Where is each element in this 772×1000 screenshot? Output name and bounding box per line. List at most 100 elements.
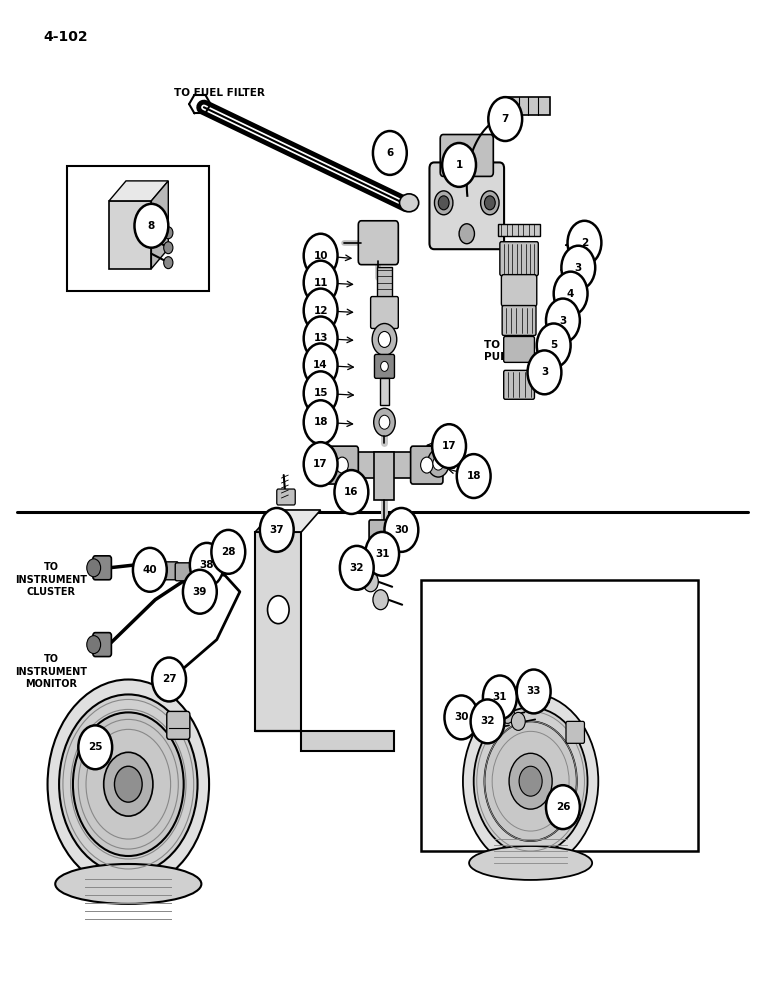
- Text: 12: 12: [313, 306, 328, 316]
- Circle shape: [59, 694, 198, 874]
- Bar: [342, 452, 427, 478]
- Circle shape: [268, 596, 289, 624]
- Circle shape: [435, 191, 453, 215]
- Circle shape: [260, 508, 293, 552]
- Circle shape: [381, 361, 388, 371]
- Circle shape: [428, 449, 449, 477]
- Circle shape: [363, 572, 378, 592]
- FancyBboxPatch shape: [369, 520, 400, 542]
- FancyBboxPatch shape: [326, 446, 358, 484]
- Text: 18: 18: [313, 417, 328, 427]
- Bar: [374, 452, 394, 500]
- Text: 2: 2: [581, 238, 588, 248]
- Text: 17: 17: [313, 459, 328, 469]
- Text: 10: 10: [313, 251, 328, 261]
- Polygon shape: [256, 510, 320, 532]
- Polygon shape: [256, 532, 301, 731]
- Text: 15: 15: [313, 388, 328, 398]
- Bar: [421, 580, 698, 851]
- Text: 25: 25: [88, 742, 103, 752]
- Circle shape: [546, 785, 580, 829]
- Circle shape: [471, 699, 504, 743]
- Circle shape: [190, 543, 224, 587]
- Polygon shape: [256, 731, 394, 751]
- Text: 33: 33: [527, 686, 541, 696]
- Circle shape: [483, 676, 516, 719]
- Circle shape: [433, 456, 444, 470]
- Circle shape: [459, 224, 475, 244]
- FancyBboxPatch shape: [93, 633, 111, 657]
- FancyBboxPatch shape: [167, 711, 190, 739]
- Text: 11: 11: [313, 278, 328, 288]
- Text: 3: 3: [559, 316, 567, 326]
- Text: 30: 30: [394, 525, 408, 535]
- Text: TO FUEL FILTER: TO FUEL FILTER: [174, 88, 266, 98]
- Circle shape: [561, 246, 595, 290]
- Circle shape: [303, 400, 337, 444]
- Circle shape: [463, 693, 598, 869]
- Circle shape: [86, 636, 100, 654]
- Text: 1: 1: [455, 160, 462, 170]
- Bar: [380, 378, 389, 405]
- Circle shape: [511, 712, 525, 730]
- Text: 28: 28: [221, 547, 235, 557]
- Circle shape: [73, 712, 184, 856]
- Ellipse shape: [399, 194, 418, 212]
- Circle shape: [457, 454, 491, 498]
- Circle shape: [525, 695, 539, 713]
- Circle shape: [486, 718, 499, 736]
- Bar: [506, 97, 550, 115]
- FancyBboxPatch shape: [502, 306, 536, 335]
- Bar: [497, 224, 540, 236]
- Circle shape: [303, 289, 337, 332]
- Circle shape: [537, 323, 571, 367]
- FancyBboxPatch shape: [501, 275, 537, 307]
- Circle shape: [134, 204, 168, 248]
- FancyBboxPatch shape: [503, 336, 534, 362]
- Text: 5: 5: [550, 340, 557, 350]
- Circle shape: [554, 272, 587, 316]
- Circle shape: [442, 143, 476, 187]
- Text: 27: 27: [162, 675, 176, 685]
- Text: 14: 14: [313, 360, 328, 370]
- Circle shape: [374, 408, 395, 436]
- Circle shape: [519, 766, 542, 796]
- Circle shape: [373, 590, 388, 610]
- FancyBboxPatch shape: [109, 201, 151, 269]
- Circle shape: [379, 415, 390, 429]
- Circle shape: [78, 725, 112, 769]
- Text: 3: 3: [574, 263, 582, 273]
- Text: 38: 38: [199, 560, 214, 570]
- Circle shape: [303, 234, 337, 278]
- FancyBboxPatch shape: [411, 446, 443, 484]
- Circle shape: [349, 550, 364, 570]
- Text: 6: 6: [386, 148, 394, 158]
- Circle shape: [384, 508, 418, 552]
- Circle shape: [485, 721, 577, 841]
- Circle shape: [432, 424, 466, 468]
- Text: 8: 8: [147, 221, 155, 231]
- Ellipse shape: [56, 864, 201, 904]
- Text: TO
INSTRUMENT
MONITOR: TO INSTRUMENT MONITOR: [15, 654, 87, 689]
- Bar: [377, 267, 392, 299]
- Circle shape: [183, 570, 217, 614]
- FancyBboxPatch shape: [358, 221, 398, 265]
- Circle shape: [481, 191, 499, 215]
- Text: 26: 26: [556, 802, 571, 812]
- FancyBboxPatch shape: [429, 162, 504, 249]
- Circle shape: [336, 457, 348, 473]
- Text: TO
INSTRUMENT
CLUSTER: TO INSTRUMENT CLUSTER: [15, 562, 87, 597]
- FancyBboxPatch shape: [175, 563, 194, 581]
- Circle shape: [212, 530, 245, 574]
- Polygon shape: [151, 181, 168, 269]
- Text: 7: 7: [502, 114, 509, 124]
- Text: 4: 4: [567, 289, 574, 299]
- Circle shape: [303, 317, 337, 360]
- Text: 30: 30: [454, 712, 469, 722]
- FancyBboxPatch shape: [160, 562, 178, 580]
- Circle shape: [516, 670, 550, 713]
- Circle shape: [474, 707, 587, 855]
- Text: 32: 32: [480, 716, 495, 726]
- FancyBboxPatch shape: [503, 370, 534, 399]
- Circle shape: [303, 343, 337, 387]
